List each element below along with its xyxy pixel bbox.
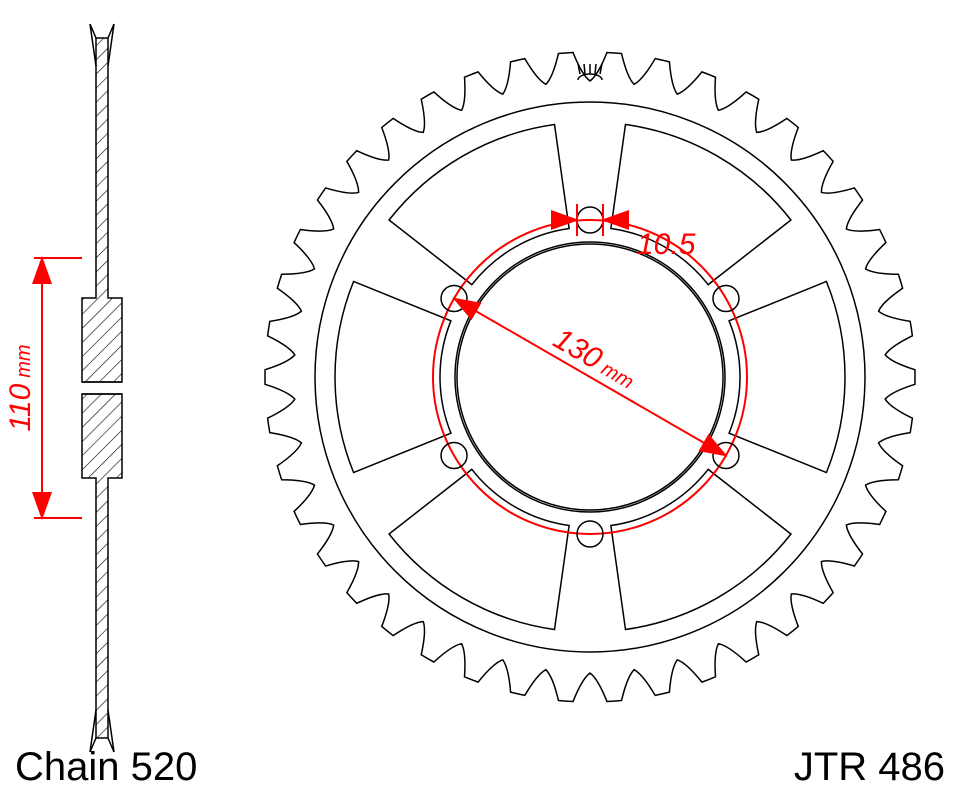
dim-130-line bbox=[454, 299, 726, 456]
dim-110: 110mm bbox=[4, 344, 37, 431]
dim-10-5: 10.5 bbox=[637, 228, 696, 261]
spoke-cutout bbox=[389, 124, 569, 284]
dim-130: 130mm bbox=[548, 322, 642, 395]
section-view bbox=[82, 24, 122, 752]
part-number: JTR 486 bbox=[794, 745, 945, 789]
spoke-cutout bbox=[389, 469, 569, 629]
chain-label: Chain 520 bbox=[15, 745, 197, 789]
spoke-cutout bbox=[611, 469, 791, 629]
